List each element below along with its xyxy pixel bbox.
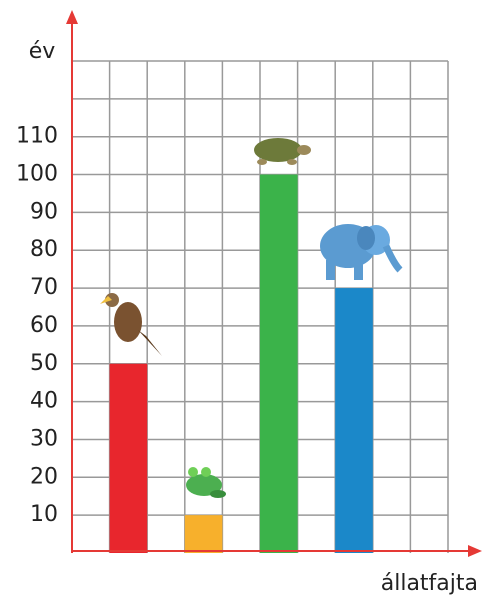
y-tick-label: 50 xyxy=(30,351,58,376)
y-axis-label: év xyxy=(29,39,56,64)
elephant-icon xyxy=(320,224,400,280)
y-arrow xyxy=(66,10,78,24)
turtle-icon xyxy=(254,138,311,165)
y-tick-label: 20 xyxy=(30,464,58,489)
y-tick-label: 40 xyxy=(30,389,58,414)
frog-icon xyxy=(186,467,226,498)
y-tick-label: 30 xyxy=(30,426,58,451)
y-tick-label: 10 xyxy=(30,502,58,527)
y-tick-label: 60 xyxy=(30,313,58,338)
bar xyxy=(335,288,373,553)
y-tick-label: 100 xyxy=(16,162,58,187)
bar xyxy=(110,364,148,553)
bar xyxy=(260,175,298,553)
y-tick-label: 90 xyxy=(30,199,58,224)
y-tick-label: 70 xyxy=(30,275,58,300)
y-tick-label: 110 xyxy=(16,124,58,149)
x-axis-label: állatfajta xyxy=(381,571,478,596)
bar xyxy=(185,515,223,553)
tick-labels: 10 20 30 40 50 60 70 80 90 100 110 xyxy=(16,124,58,527)
y-tick-label: 80 xyxy=(30,237,58,262)
x-arrow xyxy=(468,545,482,557)
page: {"chart_data": {"type": "bar", "y_label"… xyxy=(0,0,484,601)
chart: év állatfajta 10 20 30 40 50 60 70 80 90 100 110 xyxy=(0,0,484,601)
